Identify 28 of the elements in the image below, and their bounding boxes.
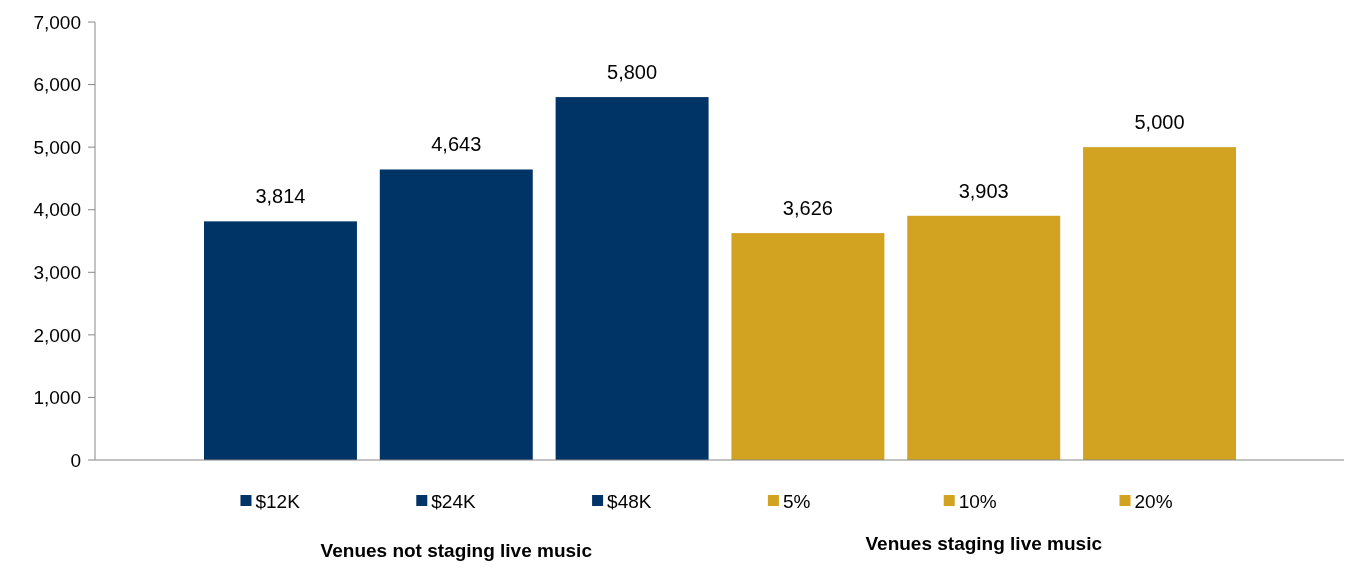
y-tick-label: 6,000 bbox=[33, 74, 81, 96]
x-tick-label: $24K bbox=[431, 490, 476, 512]
data-label: 3,903 bbox=[958, 179, 1009, 202]
x-tick-label: 20% bbox=[1134, 490, 1173, 512]
x-tick-label: $48K bbox=[607, 490, 652, 512]
bar bbox=[555, 97, 709, 460]
y-tick-label: 0 bbox=[70, 449, 81, 471]
x-tick-label: 5% bbox=[782, 490, 811, 512]
text: Venues not staging live music bbox=[320, 540, 593, 561]
y-tick-label: 1,000 bbox=[33, 387, 81, 409]
data-label: 5,000 bbox=[1134, 111, 1185, 134]
y-tick-label: 3,000 bbox=[33, 261, 81, 283]
data-label: 3,814 bbox=[255, 185, 306, 208]
y-tick-label: 2,000 bbox=[33, 324, 81, 346]
data-label: 3,626 bbox=[782, 197, 833, 220]
y-tick-label: 5,000 bbox=[33, 136, 81, 158]
bar bbox=[907, 215, 1061, 460]
bar bbox=[204, 221, 357, 460]
data-label: 4,643 bbox=[431, 133, 482, 156]
y-tick-label: 4,000 bbox=[33, 199, 81, 221]
bar bbox=[731, 233, 885, 460]
x-tick-label: 10% bbox=[958, 490, 997, 512]
bar bbox=[1083, 147, 1236, 460]
y-tick-label: 7,000 bbox=[33, 11, 81, 33]
x-tick-label: $12K bbox=[255, 490, 301, 512]
text: Venues staging live music bbox=[865, 533, 1103, 554]
data-label: 5,800 bbox=[607, 61, 658, 84]
bar bbox=[379, 169, 533, 460]
